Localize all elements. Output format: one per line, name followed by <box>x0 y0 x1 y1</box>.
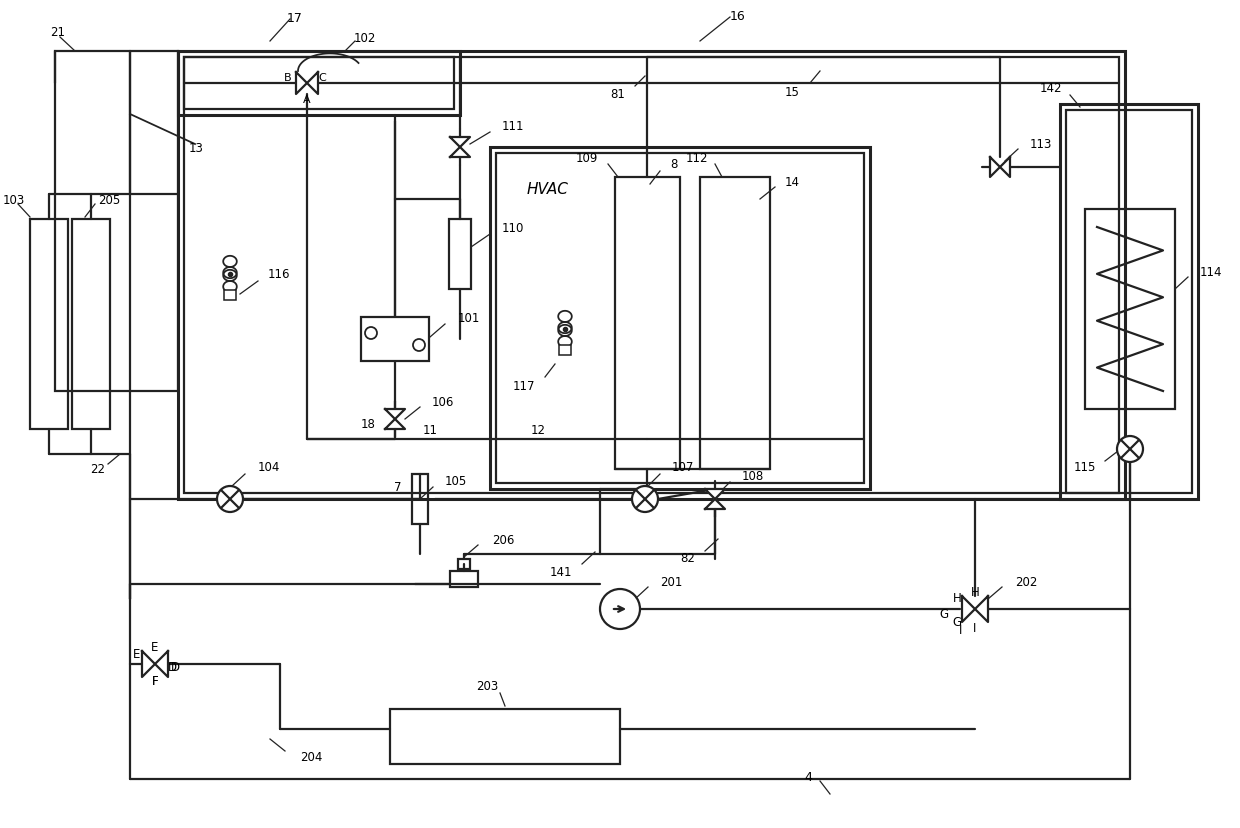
Bar <box>559 345 570 355</box>
Polygon shape <box>450 148 470 158</box>
Circle shape <box>1117 436 1143 463</box>
Text: 105: 105 <box>445 475 467 488</box>
Text: 82: 82 <box>680 551 694 564</box>
Bar <box>412 474 428 524</box>
Text: B: B <box>284 73 291 83</box>
Polygon shape <box>706 489 725 499</box>
Text: 16: 16 <box>730 9 746 22</box>
Text: F: F <box>151 675 159 688</box>
Text: 116: 116 <box>268 268 290 282</box>
Polygon shape <box>990 158 999 178</box>
Bar <box>224 291 236 301</box>
Polygon shape <box>450 137 470 148</box>
Text: 4: 4 <box>804 771 812 783</box>
Text: G: G <box>939 608 949 621</box>
Text: 18: 18 <box>361 418 376 431</box>
Text: G: G <box>952 616 961 628</box>
Bar <box>30 219 68 430</box>
Text: 206: 206 <box>492 533 515 546</box>
Text: 112: 112 <box>686 152 708 164</box>
Text: 101: 101 <box>458 311 480 324</box>
Polygon shape <box>962 596 975 623</box>
Bar <box>458 560 470 570</box>
Bar <box>1060 105 1198 499</box>
Polygon shape <box>143 651 155 677</box>
Bar <box>391 709 620 764</box>
Text: 106: 106 <box>432 395 454 408</box>
Bar <box>1066 111 1192 493</box>
Text: 17: 17 <box>288 12 303 25</box>
Text: 107: 107 <box>672 461 694 474</box>
Text: 12: 12 <box>531 423 546 436</box>
Text: D: D <box>170 661 180 674</box>
Text: 109: 109 <box>575 152 598 164</box>
Text: 203: 203 <box>476 680 498 693</box>
Text: 21: 21 <box>51 26 66 38</box>
Polygon shape <box>155 651 167 677</box>
Circle shape <box>632 486 658 513</box>
Text: 22: 22 <box>91 463 105 476</box>
Text: F: F <box>151 675 159 688</box>
Text: C: C <box>319 73 326 83</box>
Bar <box>184 58 454 110</box>
Bar <box>72 219 110 430</box>
Text: A: A <box>304 95 311 105</box>
Text: I: I <box>959 623 962 636</box>
Polygon shape <box>384 420 405 430</box>
Text: 114: 114 <box>1200 265 1223 278</box>
Text: 8: 8 <box>670 158 677 171</box>
Circle shape <box>600 590 640 629</box>
Text: 204: 204 <box>300 751 322 763</box>
Bar <box>179 52 460 116</box>
Bar <box>55 52 179 392</box>
Text: I: I <box>973 621 977 633</box>
Text: E: E <box>151 641 159 654</box>
Text: 11: 11 <box>423 423 438 436</box>
Text: 14: 14 <box>785 176 800 188</box>
Bar <box>496 154 864 484</box>
Text: 110: 110 <box>502 221 525 234</box>
Bar <box>701 178 770 469</box>
Text: 108: 108 <box>742 470 764 483</box>
Bar <box>361 318 429 362</box>
Circle shape <box>365 328 377 339</box>
Polygon shape <box>706 499 725 509</box>
Text: 202: 202 <box>1016 575 1038 588</box>
Text: 104: 104 <box>258 461 280 474</box>
Text: HVAC: HVAC <box>527 182 569 197</box>
Bar <box>449 219 471 290</box>
Text: 117: 117 <box>512 379 534 392</box>
Text: 201: 201 <box>660 575 682 588</box>
Polygon shape <box>384 410 405 420</box>
Text: 13: 13 <box>188 142 203 154</box>
Text: 142: 142 <box>1039 81 1061 94</box>
Text: 205: 205 <box>98 193 120 206</box>
Text: 113: 113 <box>1030 137 1053 151</box>
Bar <box>1085 209 1176 410</box>
Text: 15: 15 <box>785 85 800 99</box>
Text: 103: 103 <box>2 193 25 206</box>
Bar <box>615 178 680 469</box>
Text: D: D <box>167 661 176 674</box>
Bar <box>184 58 1118 493</box>
Text: 81: 81 <box>610 88 625 100</box>
Text: H: H <box>954 591 962 604</box>
Polygon shape <box>975 596 988 623</box>
Bar <box>179 52 1125 499</box>
Text: 141: 141 <box>549 565 572 578</box>
Text: 111: 111 <box>502 120 525 133</box>
Text: H: H <box>971 585 980 599</box>
Text: 102: 102 <box>353 31 376 45</box>
Text: 7: 7 <box>394 481 402 494</box>
Bar <box>450 571 477 587</box>
Polygon shape <box>308 73 317 95</box>
Text: 115: 115 <box>1074 461 1096 474</box>
Polygon shape <box>296 73 308 95</box>
Circle shape <box>413 339 425 352</box>
Text: E: E <box>134 647 140 661</box>
Circle shape <box>217 486 243 513</box>
Bar <box>490 148 870 489</box>
Polygon shape <box>999 158 1011 178</box>
